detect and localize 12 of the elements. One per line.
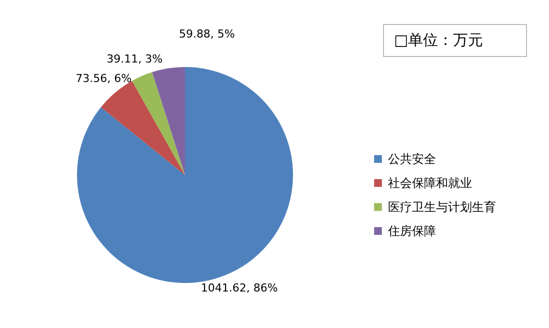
pie-slice [152, 67, 185, 175]
legend-label: 医疗卫生与计划生育 [388, 200, 496, 214]
data-label: 1041.62, 86% [200, 282, 278, 295]
data-label: 73.56, 6% [76, 72, 132, 85]
data-label: 39.11, 3% [106, 52, 163, 66]
legend-label: 公共安全 [388, 152, 436, 166]
data-label: 59.88, 5% [178, 28, 235, 41]
pie-slice [77, 67, 293, 283]
legend-label: 社会保障和就业 [388, 176, 472, 190]
pie-slice [132, 72, 185, 175]
legend-label: 住房保障 [387, 224, 436, 238]
text: □单位：万元 [383, 24, 527, 57]
